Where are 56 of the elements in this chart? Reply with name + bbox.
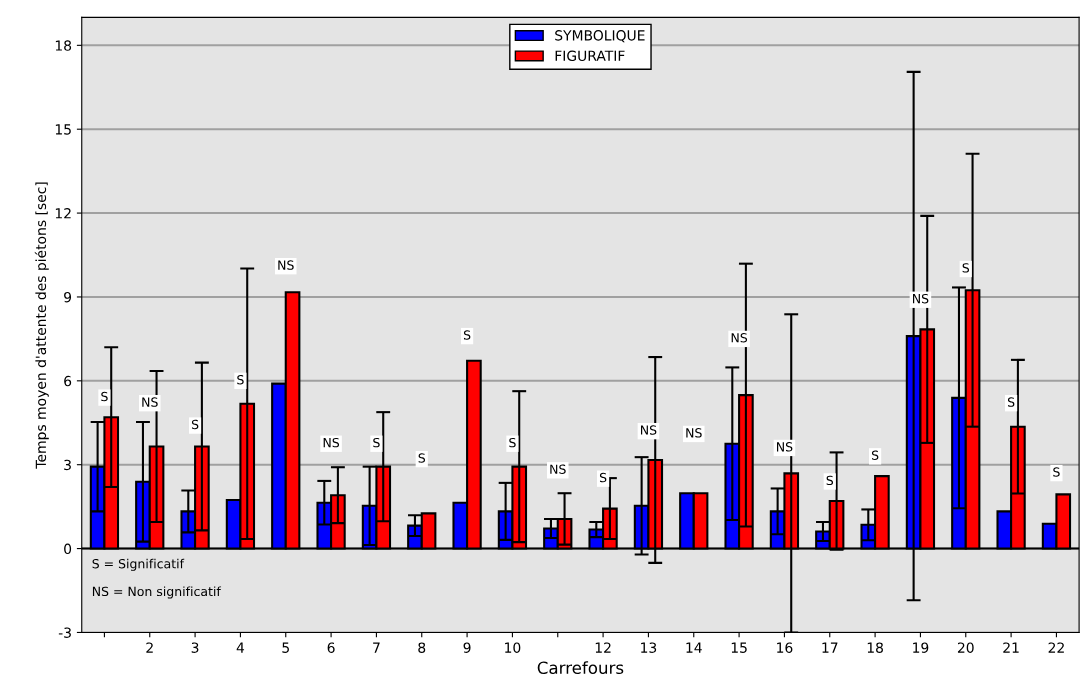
- annotation: NS: [913, 293, 929, 304]
- annotation: S: [509, 437, 516, 448]
- x-tick-label: 5: [282, 642, 289, 653]
- y-tick-label: 15: [55, 124, 71, 135]
- y-tick-label: 9: [64, 291, 72, 303]
- annotation: S: [1007, 397, 1015, 407]
- x-tick-label: 18: [867, 642, 883, 653]
- x-tick-label: 14: [686, 642, 702, 653]
- annotation: NS: [278, 260, 294, 270]
- annotation: S: [826, 475, 834, 486]
- x-tick-label: 9: [463, 642, 471, 653]
- annotation: S: [373, 437, 380, 448]
- x-tick-label: 6: [327, 642, 335, 653]
- x-tick-label: 15: [731, 642, 747, 653]
- y-tick-label: 12: [55, 208, 71, 219]
- y-tick-label: 3: [64, 459, 71, 471]
- annotation: S: [871, 450, 879, 460]
- x-tick-label: 2: [146, 642, 153, 653]
- x-tick-label: 13: [641, 642, 657, 653]
- x-axis-title: Carrefours: [537, 661, 624, 675]
- y-tick-label: -3: [58, 627, 71, 638]
- y-tick-label: 0: [64, 543, 72, 555]
- annotation: NS: [550, 464, 566, 474]
- annotation: S = Significatif: [92, 558, 185, 571]
- annotation: NS: [641, 425, 657, 435]
- x-tick-label: 19: [913, 642, 929, 653]
- annotation: NS: [323, 437, 340, 448]
- x-tick-label: 17: [822, 642, 838, 653]
- x-tick-label: 7: [373, 642, 380, 653]
- x-tick-label: 21: [1003, 642, 1019, 653]
- annotation: NS = Non significatif: [92, 586, 222, 599]
- x-tick-label: 8: [418, 642, 426, 653]
- y-tick-label: 6: [64, 375, 72, 387]
- x-tick-label: 10: [505, 642, 521, 653]
- x-tick-label: 16: [777, 642, 793, 653]
- annotation: S: [962, 263, 970, 273]
- annotation: NS: [686, 428, 702, 438]
- annotation: S: [418, 453, 426, 463]
- x-tick-label: 4: [236, 642, 245, 653]
- annotation: S: [1053, 467, 1060, 477]
- annotation: NS: [731, 333, 748, 343]
- annotation: S: [237, 375, 244, 385]
- annotation: S: [463, 330, 471, 340]
- legend-label: FIGURATIF: [555, 50, 625, 62]
- y-tick-label: 18: [55, 40, 72, 51]
- y-axis-title: Temps moyen d'attente des piétons [sec]: [34, 182, 49, 469]
- legend-label: SYMBOLIQUE: [555, 30, 645, 43]
- x-tick-label: 3: [191, 642, 199, 653]
- annotation: S: [101, 391, 108, 402]
- x-tick-label: 20: [957, 642, 974, 653]
- x-tick-label: 12: [595, 642, 611, 653]
- annotation: NS: [142, 397, 158, 407]
- annotation: S: [191, 419, 199, 430]
- x-tick-label: 22: [1048, 642, 1064, 653]
- annotation: NS: [777, 442, 793, 452]
- annotation: S: [599, 472, 607, 483]
